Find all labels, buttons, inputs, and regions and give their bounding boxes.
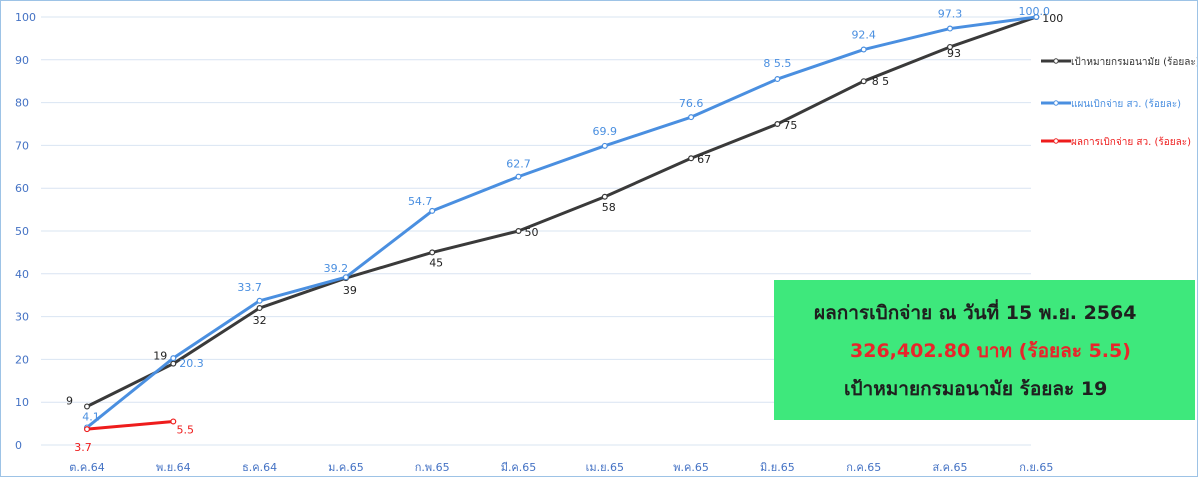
y-tick-label: 20 [15, 353, 29, 366]
data-label: 100.0 [1019, 5, 1051, 18]
data-label: 9 [66, 394, 73, 407]
data-point [256, 305, 263, 312]
x-tick-label: ก.ย.65 [1019, 461, 1053, 474]
y-tick-label: 70 [15, 139, 29, 152]
data-label: 76.6 [679, 97, 704, 110]
data-label: 8 5.5 [763, 57, 791, 70]
data-point [946, 43, 953, 50]
data-point [83, 403, 90, 410]
legend: เป้าหมายกรมอนามัย (ร้อยละ) แผนเบิกจ่าย สว… [1041, 56, 1197, 148]
summary-disbursement-amount: 326,402.80 บาท (ร้อยละ 5.5) [850, 340, 1131, 362]
x-tick-label: ก.พ.65 [415, 461, 450, 474]
data-point [256, 297, 263, 304]
data-point [601, 142, 608, 149]
data-point [1033, 14, 1040, 21]
summary-disbursement-date: ผลการเบิกจ่าย ณ วันที่ 15 พ.ย. 2564 [814, 302, 1137, 324]
x-tick-label: ส.ค.65 [932, 461, 967, 474]
data-label: 75 [783, 119, 797, 132]
y-tick-label: 60 [15, 182, 29, 195]
data-point [170, 418, 177, 425]
data-point [688, 155, 695, 162]
legend-label: ผลการเบิกจ่าย สว. (ร้อยละ) [1071, 136, 1191, 148]
series-line-0 [86, 15, 1037, 408]
data-label: 97.3 [938, 8, 963, 21]
y-tick-label: 40 [15, 268, 29, 281]
series-line-1 [86, 15, 1037, 429]
grid-lines [41, 16, 1031, 446]
summary-target: เป้าหมายกรมอนามัย ร้อยละ 19 [844, 378, 1108, 400]
data-point [515, 228, 522, 235]
data-point [601, 193, 608, 200]
y-tick-label: 50 [15, 225, 29, 238]
data-point [688, 114, 695, 121]
data-label: 20.3 [179, 357, 204, 370]
x-tick-label: เม.ย.65 [586, 461, 624, 474]
data-label: 4.1 [82, 410, 100, 423]
data-point [170, 355, 177, 362]
data-point [860, 78, 867, 85]
series-line-2 [86, 419, 174, 431]
x-tick-label: มี.ค.65 [501, 461, 537, 474]
data-label: 45 [429, 256, 443, 269]
x-tick-label: ก.ค.65 [846, 461, 881, 474]
data-point [170, 360, 177, 367]
data-point [774, 76, 781, 83]
y-tick-label: 0 [15, 439, 22, 452]
y-tick-label: 30 [15, 311, 29, 324]
summary-box: ผลการเบิกจ่าย ณ วันที่ 15 พ.ย. 2564 326,… [774, 280, 1195, 420]
x-tick-label: ต.ค.64 [69, 461, 105, 474]
legend-marker [1053, 58, 1059, 64]
legend-label: แผนเบิกจ่าย สว. (ร้อยละ) [1071, 98, 1181, 110]
series-group [83, 14, 1040, 433]
data-labels: 9 19 32 39 45 50 58 67 75 8 5 93 100 4.1 20.3 33.7 39.2… [66, 5, 1063, 454]
y-tick-label: 100 [15, 11, 36, 24]
data-label: 62.7 [506, 158, 531, 171]
data-label: 93 [947, 47, 961, 60]
legend-marker [1053, 100, 1059, 106]
x-axis: ต.ค.64 พ.ย.64 ธ.ค.64 ม.ค.65 ก.พ.65 มี.ค.65 เม.… [69, 461, 1053, 474]
x-tick-label: ม.ค.65 [328, 461, 364, 474]
data-point [342, 274, 349, 281]
legend-marker [1053, 138, 1059, 144]
x-tick-label: พ.ย.64 [156, 461, 191, 474]
y-axis: 0 10 20 30 40 50 60 70 80 90 100 [15, 11, 36, 452]
data-label: 50 [525, 226, 539, 239]
data-label: 32 [253, 314, 267, 327]
data-point [429, 207, 436, 214]
data-label: 67 [697, 153, 711, 166]
data-point [83, 426, 90, 433]
x-tick-label: ธ.ค.64 [242, 461, 277, 474]
data-label: 39.2 [324, 262, 349, 275]
data-point [774, 120, 781, 127]
x-tick-label: พ.ค.65 [673, 461, 709, 474]
data-label: 8 5 [872, 75, 890, 88]
data-label: 33.7 [237, 281, 262, 294]
data-label: 58 [602, 201, 616, 214]
data-label: 100 [1042, 12, 1063, 25]
data-point [860, 46, 867, 53]
x-tick-label: มิ.ย.65 [760, 461, 795, 474]
data-point [429, 249, 436, 256]
data-label: 19 [153, 350, 167, 363]
data-label: 92.4 [851, 29, 876, 42]
data-point [515, 173, 522, 180]
data-label: 39 [343, 284, 357, 297]
data-label: 5.5 [177, 423, 195, 436]
data-label: 3.7 [74, 441, 92, 454]
data-label: 54.7 [408, 195, 433, 208]
y-tick-label: 80 [15, 97, 29, 110]
data-point [946, 25, 953, 32]
y-tick-label: 10 [15, 396, 29, 409]
legend-label: เป้าหมายกรมอนามัย (ร้อยละ) [1071, 56, 1197, 68]
y-tick-label: 90 [15, 54, 29, 67]
data-label: 69.9 [593, 125, 618, 138]
